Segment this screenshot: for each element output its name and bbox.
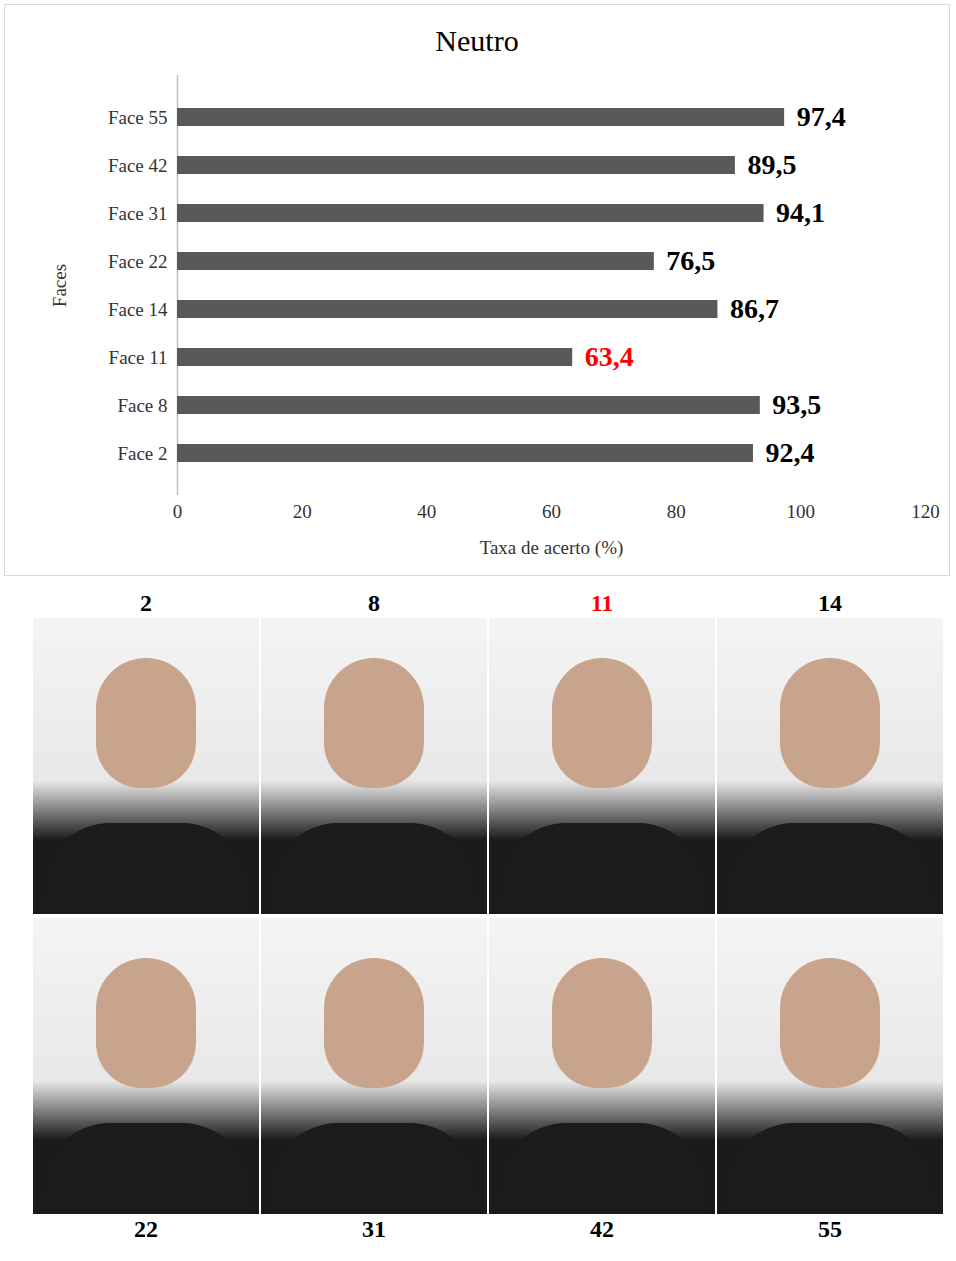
svg-text:80: 80 bbox=[667, 501, 686, 522]
svg-text:40: 40 bbox=[417, 501, 436, 522]
svg-text:100: 100 bbox=[787, 501, 816, 522]
svg-text:Face 14: Face 14 bbox=[108, 299, 168, 320]
svg-text:Face 2: Face 2 bbox=[117, 443, 167, 464]
svg-text:93,5: 93,5 bbox=[772, 389, 821, 420]
svg-text:Face 31: Face 31 bbox=[108, 203, 168, 224]
svg-text:Face 8: Face 8 bbox=[117, 395, 167, 416]
html-text:2: 2 bbox=[140, 590, 152, 616]
html-text:8: 8 bbox=[368, 590, 380, 616]
svg-text:60: 60 bbox=[542, 501, 561, 522]
svg-text:92,4: 92,4 bbox=[765, 437, 814, 468]
html-text:14: 14 bbox=[818, 590, 842, 616]
html-text:55: 55 bbox=[818, 1216, 842, 1242]
html-text:42: 42 bbox=[590, 1216, 614, 1242]
svg-text:94,1: 94,1 bbox=[776, 197, 825, 228]
svg-text:89,5: 89,5 bbox=[747, 149, 796, 180]
svg-text:Face 11: Face 11 bbox=[109, 347, 168, 368]
html-text:11: 11 bbox=[590, 590, 614, 616]
svg-text:63,4: 63,4 bbox=[585, 341, 634, 372]
svg-text:Face 55: Face 55 bbox=[108, 107, 168, 128]
svg-text:Faces: Faces bbox=[49, 264, 70, 307]
html-text:31: 31 bbox=[362, 1216, 386, 1242]
svg-text:76,5: 76,5 bbox=[666, 245, 715, 276]
html-text:22: 22 bbox=[134, 1216, 158, 1242]
svg-text:Face 22: Face 22 bbox=[108, 251, 168, 272]
svg-text:97,4: 97,4 bbox=[797, 101, 846, 132]
svg-text:20: 20 bbox=[293, 501, 312, 522]
svg-text:86,7: 86,7 bbox=[730, 293, 779, 324]
html-text:Neutro: Neutro bbox=[435, 24, 519, 57]
svg-text:Taxa de acerto (%): Taxa de acerto (%) bbox=[480, 537, 624, 559]
svg-text:0: 0 bbox=[173, 501, 183, 522]
svg-text:Face 42: Face 42 bbox=[108, 155, 168, 176]
svg-text:120: 120 bbox=[911, 501, 940, 522]
